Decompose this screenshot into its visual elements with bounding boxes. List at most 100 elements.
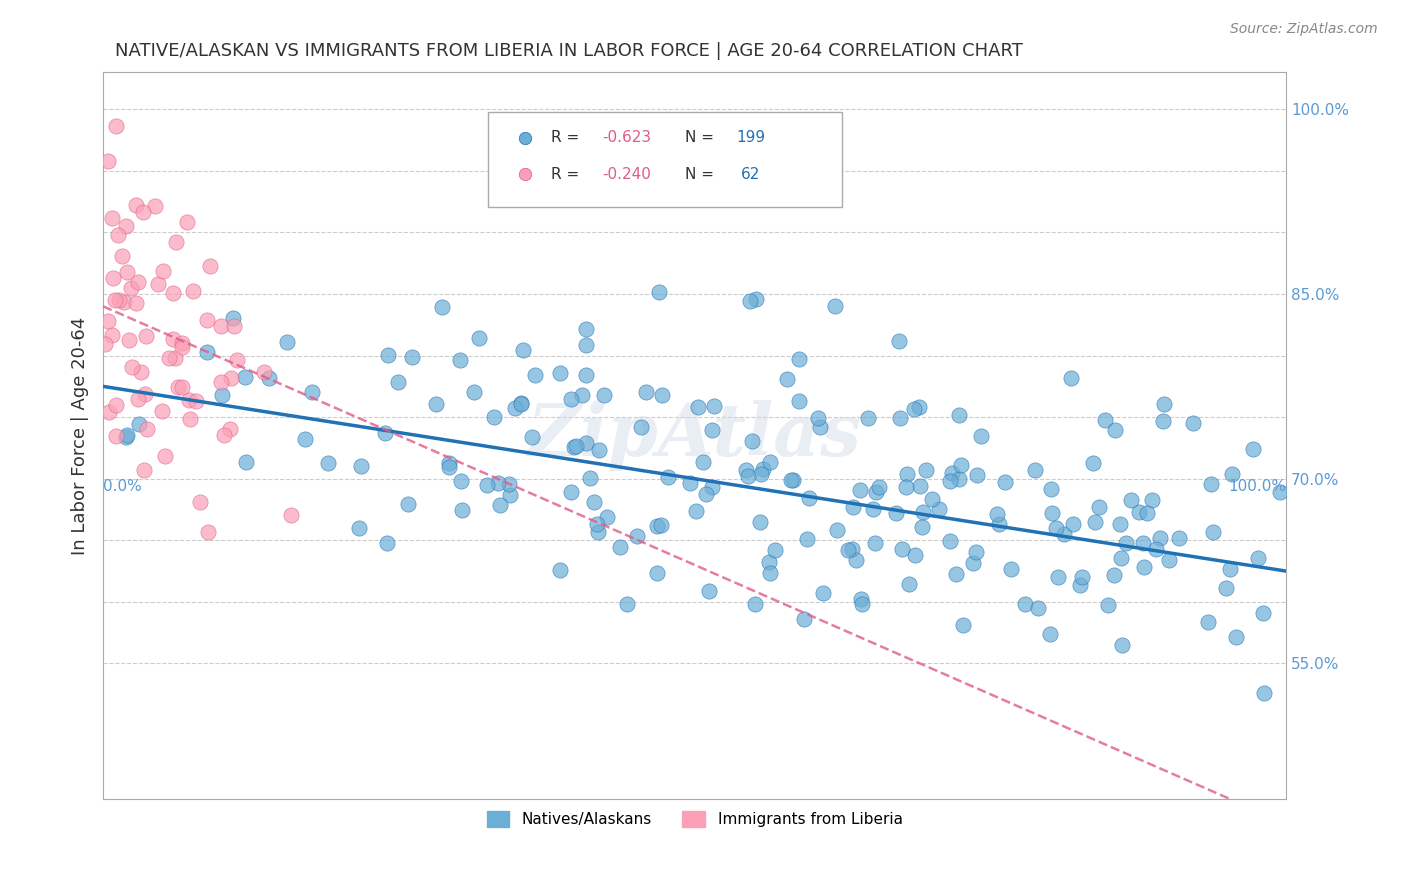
Immigrants from Liberia <box>183 285 205 299</box>
Text: Source: ZipAtlas.com: Source: ZipAtlas.com <box>1230 22 1378 37</box>
Immigrants from Liberia <box>105 398 128 412</box>
Natives/Alaskans <box>115 428 138 442</box>
Natives/Alaskans <box>575 368 598 383</box>
Natives/Alaskans <box>562 440 585 454</box>
Natives/Alaskans <box>651 388 673 402</box>
Natives/Alaskans <box>950 458 973 473</box>
Immigrants from Liberia <box>170 336 193 351</box>
Natives/Alaskans <box>787 393 810 408</box>
Natives/Alaskans <box>489 498 512 512</box>
Natives/Alaskans <box>1026 601 1049 615</box>
Natives/Alaskans <box>115 430 138 444</box>
Natives/Alaskans <box>1109 550 1132 565</box>
Immigrants from Liberia <box>280 508 302 523</box>
Natives/Alaskans <box>1094 413 1116 427</box>
Natives/Alaskans <box>1202 524 1225 539</box>
Natives/Alaskans <box>645 519 668 533</box>
Natives/Alaskans <box>962 556 984 570</box>
Natives/Alaskans <box>738 293 761 308</box>
Immigrants from Liberia <box>135 328 157 343</box>
Natives/Alaskans <box>1153 396 1175 410</box>
Natives/Alaskans <box>808 419 831 434</box>
FancyBboxPatch shape <box>488 112 842 207</box>
Natives/Alaskans <box>793 611 815 625</box>
Natives/Alaskans <box>222 310 245 325</box>
Natives/Alaskans <box>966 467 988 482</box>
Text: R =: R = <box>551 167 579 182</box>
Immigrants from Liberia <box>114 219 136 233</box>
Natives/Alaskans <box>1140 493 1163 508</box>
Natives/Alaskans <box>807 411 830 425</box>
Natives/Alaskans <box>630 419 652 434</box>
Natives/Alaskans <box>763 543 786 558</box>
Text: NATIVE/ALASKAN VS IMMIGRANTS FROM LIBERIA IN LABOR FORCE | AGE 20-64 CORRELATION: NATIVE/ALASKAN VS IMMIGRANTS FROM LIBERI… <box>115 42 1022 60</box>
Natives/Alaskans <box>685 504 707 518</box>
Natives/Alaskans <box>688 400 710 414</box>
Natives/Alaskans <box>374 426 396 441</box>
Natives/Alaskans <box>579 471 602 485</box>
Natives/Alaskans <box>450 503 472 517</box>
Immigrants from Liberia <box>209 319 232 334</box>
Natives/Alaskans <box>775 372 797 386</box>
Natives/Alaskans <box>758 455 780 469</box>
Natives/Alaskans <box>1241 442 1264 457</box>
Immigrants from Liberia <box>101 327 124 342</box>
Immigrants from Liberia <box>118 333 141 347</box>
Natives/Alaskans <box>1108 516 1130 531</box>
Natives/Alaskans <box>952 617 974 632</box>
Immigrants from Liberia <box>170 380 193 394</box>
Natives/Alaskans <box>387 375 409 389</box>
Immigrants from Liberia <box>105 119 128 133</box>
Immigrants from Liberia <box>197 525 219 540</box>
Natives/Alaskans <box>865 484 887 499</box>
Text: 199: 199 <box>735 130 765 145</box>
Natives/Alaskans <box>657 470 679 484</box>
Immigrants from Liberia <box>211 375 233 389</box>
Natives/Alaskans <box>1225 631 1247 645</box>
Natives/Alaskans <box>350 458 373 473</box>
Natives/Alaskans <box>575 435 598 450</box>
Natives/Alaskans <box>430 300 453 314</box>
Natives/Alaskans <box>650 518 672 533</box>
Natives/Alaskans <box>910 520 932 534</box>
Natives/Alaskans <box>1135 506 1157 520</box>
Natives/Alaskans <box>503 401 526 415</box>
Natives/Alaskans <box>868 480 890 494</box>
Natives/Alaskans <box>560 485 582 500</box>
Natives/Alaskans <box>749 467 772 482</box>
Natives/Alaskans <box>841 542 863 557</box>
Natives/Alaskans <box>128 417 150 432</box>
Natives/Alaskans <box>449 353 471 368</box>
Text: 0.0%: 0.0% <box>103 479 142 494</box>
Natives/Alaskans <box>759 566 782 581</box>
Natives/Alaskans <box>609 540 631 554</box>
Natives/Alaskans <box>626 529 648 543</box>
Natives/Alaskans <box>349 521 371 535</box>
Natives/Alaskans <box>276 335 298 350</box>
Natives/Alaskans <box>939 474 962 488</box>
Immigrants from Liberia <box>134 387 156 401</box>
Natives/Alaskans <box>782 473 804 487</box>
Natives/Alaskans <box>945 566 967 581</box>
Natives/Alaskans <box>1247 550 1270 565</box>
Immigrants from Liberia <box>184 394 207 409</box>
Immigrants from Liberia <box>188 494 211 508</box>
Natives/Alaskans <box>560 392 582 406</box>
Natives/Alaskans <box>898 577 921 591</box>
Natives/Alaskans <box>484 410 506 425</box>
Natives/Alaskans <box>1038 627 1060 641</box>
Immigrants from Liberia <box>165 235 187 249</box>
Natives/Alaskans <box>1144 541 1167 556</box>
Immigrants from Liberia <box>125 296 148 310</box>
Natives/Alaskans <box>463 384 485 399</box>
Legend: Natives/Alaskans, Immigrants from Liberia: Natives/Alaskans, Immigrants from Liberi… <box>479 804 910 835</box>
Natives/Alaskans <box>1014 597 1036 611</box>
Natives/Alaskans <box>703 399 725 413</box>
Natives/Alaskans <box>294 432 316 446</box>
Natives/Alaskans <box>565 439 588 453</box>
Immigrants from Liberia <box>226 353 249 368</box>
Natives/Alaskans <box>1062 516 1084 531</box>
Text: ZipAtlas: ZipAtlas <box>527 401 862 471</box>
Text: -0.623: -0.623 <box>602 130 651 145</box>
Immigrants from Liberia <box>125 198 148 212</box>
